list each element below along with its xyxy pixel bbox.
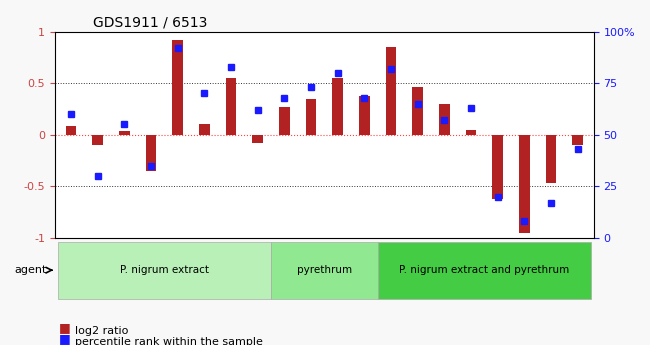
Bar bbox=[465, 130, 476, 135]
Text: agent: agent bbox=[14, 265, 47, 275]
FancyBboxPatch shape bbox=[378, 243, 591, 299]
Bar bbox=[439, 104, 450, 135]
Text: ■: ■ bbox=[58, 332, 70, 345]
Bar bbox=[545, 135, 556, 183]
Text: P. nigrum extract and pyrethrum: P. nigrum extract and pyrethrum bbox=[399, 265, 569, 275]
Text: percentile rank within the sample: percentile rank within the sample bbox=[75, 337, 263, 345]
Bar bbox=[279, 107, 290, 135]
Bar bbox=[252, 135, 263, 143]
Text: GDS1911 / 6513: GDS1911 / 6513 bbox=[92, 15, 207, 29]
Text: pyrethrum: pyrethrum bbox=[296, 265, 352, 275]
FancyBboxPatch shape bbox=[271, 243, 378, 299]
Bar bbox=[519, 135, 530, 233]
Bar bbox=[66, 127, 76, 135]
Bar bbox=[572, 135, 583, 145]
Bar bbox=[492, 135, 503, 199]
Bar bbox=[226, 78, 236, 135]
Bar bbox=[199, 125, 209, 135]
FancyBboxPatch shape bbox=[57, 243, 271, 299]
Bar bbox=[306, 99, 317, 135]
Text: log2 ratio: log2 ratio bbox=[75, 326, 128, 336]
Bar bbox=[172, 40, 183, 135]
Bar bbox=[146, 135, 156, 171]
Bar bbox=[412, 87, 423, 135]
Bar bbox=[359, 96, 370, 135]
Bar bbox=[385, 47, 396, 135]
Bar bbox=[332, 78, 343, 135]
Bar bbox=[92, 135, 103, 145]
Text: P. nigrum extract: P. nigrum extract bbox=[120, 265, 209, 275]
Text: ■: ■ bbox=[58, 321, 70, 334]
Bar bbox=[119, 131, 129, 135]
